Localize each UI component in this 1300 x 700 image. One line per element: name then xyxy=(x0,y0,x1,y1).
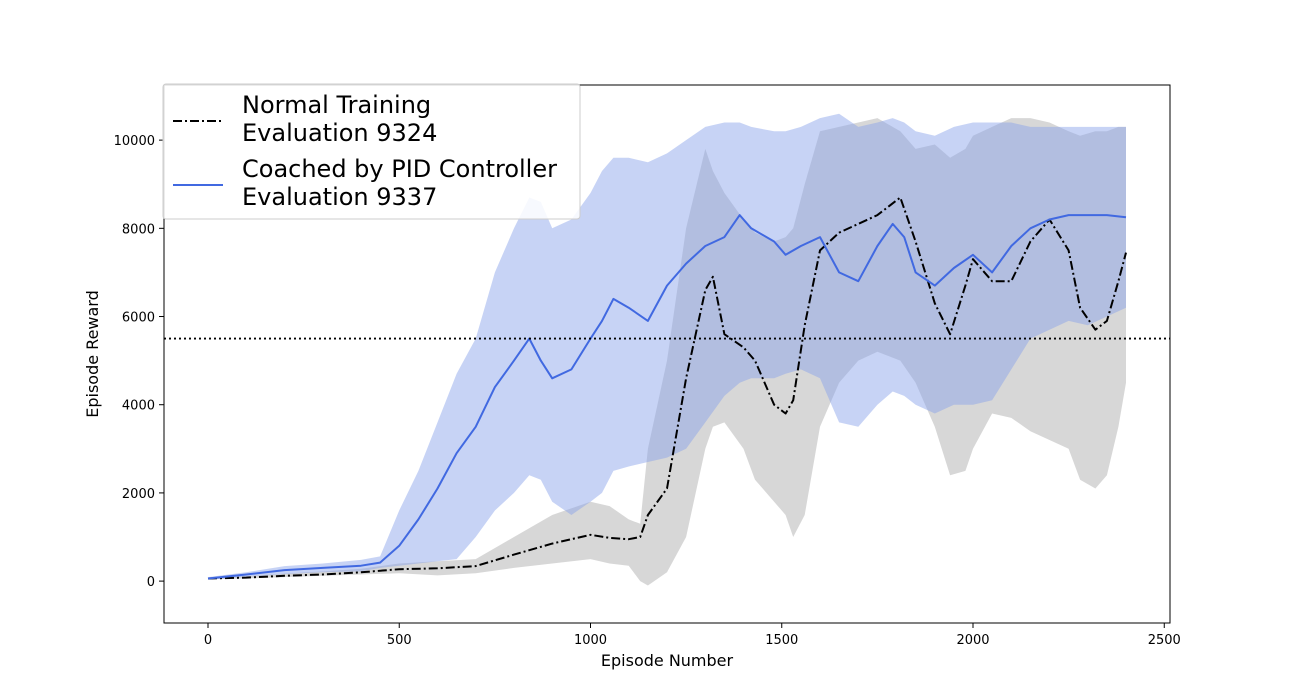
line-normal xyxy=(207,196,1127,580)
y-tick-label: 2000 xyxy=(122,487,155,502)
line-coached xyxy=(207,214,1127,580)
plot-frame xyxy=(163,84,1171,624)
legend-label-coached-line1: Coached by PID Controller xyxy=(242,155,557,183)
legend-label-normal-line2: Evaluation 9324 xyxy=(242,119,437,147)
y-ticks: 0 2000 4000 6000 8000 10000 xyxy=(114,134,164,590)
x-tick-label: 0 xyxy=(204,633,212,648)
legend-box xyxy=(162,83,581,220)
y-tick-label: 8000 xyxy=(122,222,155,237)
band-coached xyxy=(208,113,1126,580)
y-tick-label: 0 xyxy=(147,575,155,590)
x-ticks: 0 500 1000 1500 2000 2500 xyxy=(204,623,1181,648)
x-tick-label: 1500 xyxy=(765,633,798,648)
x-tick-label: 2000 xyxy=(956,633,989,648)
legend-label-normal-line1: Normal Training xyxy=(242,91,431,119)
y-tick-label: 10000 xyxy=(114,134,155,149)
legend-label-coached-line2: Evaluation 9337 xyxy=(242,183,437,211)
x-tick-label: 1000 xyxy=(574,633,607,648)
band-normal xyxy=(208,118,1126,586)
x-tick-label: 2500 xyxy=(1148,633,1181,648)
y-axis-label: Episode Reward xyxy=(83,290,102,418)
legend: Normal Training Evaluation 9324 Coached … xyxy=(162,83,581,220)
bands-layer xyxy=(208,113,1126,586)
x-tick-label: 500 xyxy=(387,633,412,648)
y-tick-label: 4000 xyxy=(122,399,155,414)
x-axis-label: Episode Number xyxy=(601,651,734,670)
lines-layer xyxy=(207,196,1127,580)
y-tick-label: 6000 xyxy=(122,311,155,326)
